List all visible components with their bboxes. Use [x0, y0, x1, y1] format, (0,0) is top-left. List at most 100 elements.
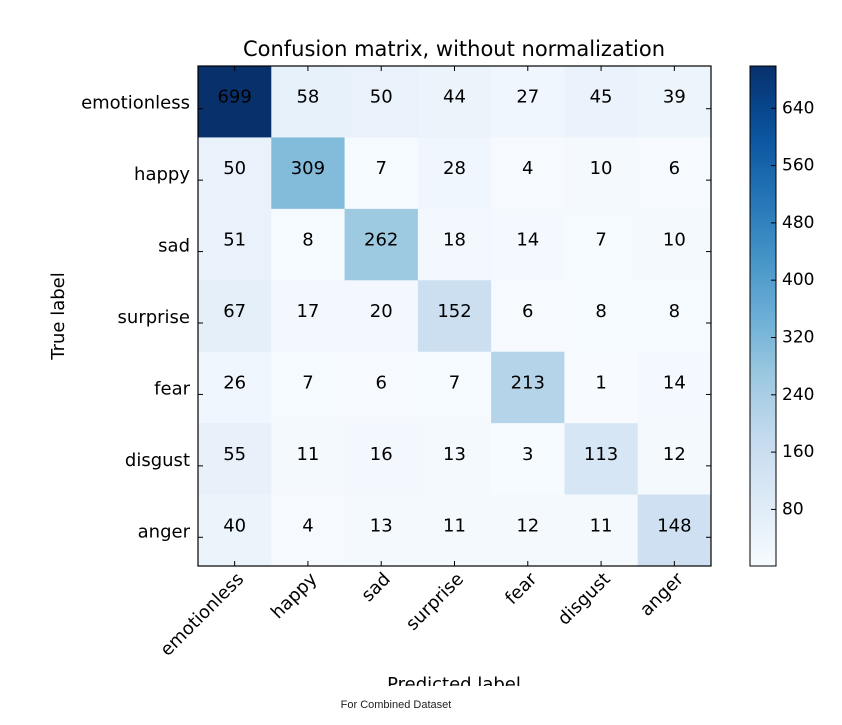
heatmap-cell — [271, 280, 346, 353]
cell-value-label: 13 — [370, 515, 393, 536]
heatmap-cell — [417, 137, 492, 210]
y-tick-label: happy — [134, 164, 190, 185]
colorbar-tick-label: 320 — [782, 327, 814, 347]
cell-value-label: 7 — [449, 372, 460, 393]
heatmap-cell — [198, 351, 272, 424]
heatmap-cell — [344, 208, 419, 281]
x-axis-label: Predicted label — [387, 674, 521, 690]
y-tick-label: fear — [154, 378, 190, 399]
cell-value-label: 6 — [375, 372, 386, 393]
heatmap-cell — [491, 280, 565, 353]
cell-value-label: 213 — [511, 372, 545, 393]
y-tick-label: disgust — [125, 450, 190, 471]
heatmap-cell — [198, 137, 272, 210]
heatmap-cell — [637, 208, 712, 281]
x-tick-label: disgust — [554, 569, 615, 630]
heatmap-cell — [637, 280, 712, 353]
cell-value-label: 11 — [296, 444, 319, 465]
y-tick-label: sad — [158, 236, 190, 257]
confusion-matrix-chart: Confusion matrix, without normalization … — [48, 37, 814, 690]
cell-value-label: 309 — [291, 158, 325, 179]
heatmap-cell — [491, 137, 565, 210]
heatmap-cell — [344, 280, 419, 353]
cell-value-label: 113 — [584, 444, 618, 465]
x-tick-label: happy — [267, 568, 322, 623]
heatmap-cell — [491, 208, 565, 281]
heatmap-cell — [344, 351, 419, 424]
cell-value-label: 17 — [296, 301, 319, 322]
cell-value-label: 7 — [375, 158, 386, 179]
heatmap-cell — [344, 423, 419, 496]
figure-caption: For Combined Dataset — [340, 699, 452, 711]
heatmap-cell — [564, 351, 639, 424]
heatmap-cell — [271, 351, 346, 424]
x-tick-label: fear — [501, 568, 542, 609]
heatmap-cell — [491, 423, 565, 496]
cell-value-label: 44 — [443, 87, 466, 108]
heatmap-cell — [417, 351, 492, 424]
cell-value-label: 6 — [522, 301, 533, 322]
colorbar-tick-label: 240 — [782, 385, 814, 405]
heatmap-cell — [344, 494, 419, 567]
cell-value-label: 14 — [663, 372, 686, 393]
cell-value-label: 1 — [595, 372, 606, 393]
heatmap-cell — [564, 423, 639, 496]
heatmap-cell — [637, 66, 712, 138]
heatmap-cell — [491, 351, 565, 424]
chart-title: Confusion matrix, without normalization — [243, 37, 665, 61]
colorbar-tick-label: 640 — [782, 98, 814, 118]
heatmap-cell — [198, 66, 272, 138]
heatmap-cell — [271, 137, 346, 210]
heatmap-cell — [491, 494, 565, 567]
x-tick-label: anger — [636, 568, 688, 620]
heatmap-cell — [344, 137, 419, 210]
heatmap-cell — [271, 66, 346, 138]
cell-value-label: 40 — [223, 515, 246, 536]
colorbar-gradient — [749, 65, 777, 567]
colorbar-tick-label: 480 — [782, 213, 814, 233]
cell-value-label: 148 — [657, 515, 691, 536]
heatmap-cell — [198, 280, 272, 353]
cell-value-label: 45 — [590, 87, 613, 108]
y-axis-ticks: emotionless happy sad surprise fear disgust an… — [81, 93, 711, 542]
heatmap-cell — [564, 208, 639, 281]
cell-value-label: 262 — [364, 230, 398, 251]
heatmap-cell — [271, 423, 346, 496]
heatmap-cell — [491, 66, 565, 138]
heatmap-cell — [417, 423, 492, 496]
cell-value-label: 58 — [296, 87, 319, 108]
cell-value-label: 16 — [370, 444, 393, 465]
cell-value-label: 12 — [663, 444, 686, 465]
cell-value-label: 13 — [443, 444, 466, 465]
heatmap-cell — [564, 280, 639, 353]
heatmap-cell — [344, 66, 419, 138]
heatmap-cell — [198, 494, 272, 567]
colorbar-tick-label: 80 — [782, 499, 804, 519]
y-tick-label: surprise — [118, 307, 190, 328]
cell-value-label: 8 — [595, 301, 606, 322]
cell-value-label: 8 — [669, 301, 680, 322]
heatmap-cell — [271, 208, 346, 281]
cell-value-label: 7 — [302, 372, 313, 393]
cell-value-label: 10 — [663, 230, 686, 251]
colorbar-ticks: 80 160 240 320 400 480 560 640 — [771, 98, 814, 519]
colorbar-tick-label: 560 — [782, 156, 814, 176]
heatmap-cell — [564, 494, 639, 567]
heatmap-cell — [564, 66, 639, 138]
cell-value-label: 6 — [669, 158, 680, 179]
cell-value-label: 27 — [516, 87, 539, 108]
cell-value-label: 699 — [217, 87, 251, 108]
cell-value-label: 51 — [223, 230, 246, 251]
cell-value-label: 3 — [522, 444, 533, 465]
cell-value-label: 4 — [522, 158, 533, 179]
heatmap-cell — [417, 280, 492, 353]
cell-value-label: 10 — [590, 158, 613, 179]
y-tick-label: anger — [138, 521, 191, 542]
cell-value-label: 11 — [590, 515, 613, 536]
colorbar-tick-label: 160 — [782, 442, 814, 462]
heatmap-cell — [417, 66, 492, 138]
heatmap-cell — [198, 208, 272, 281]
cell-value-label: 50 — [223, 158, 246, 179]
colorbar: 80 160 240 320 400 480 560 640 — [749, 65, 814, 567]
